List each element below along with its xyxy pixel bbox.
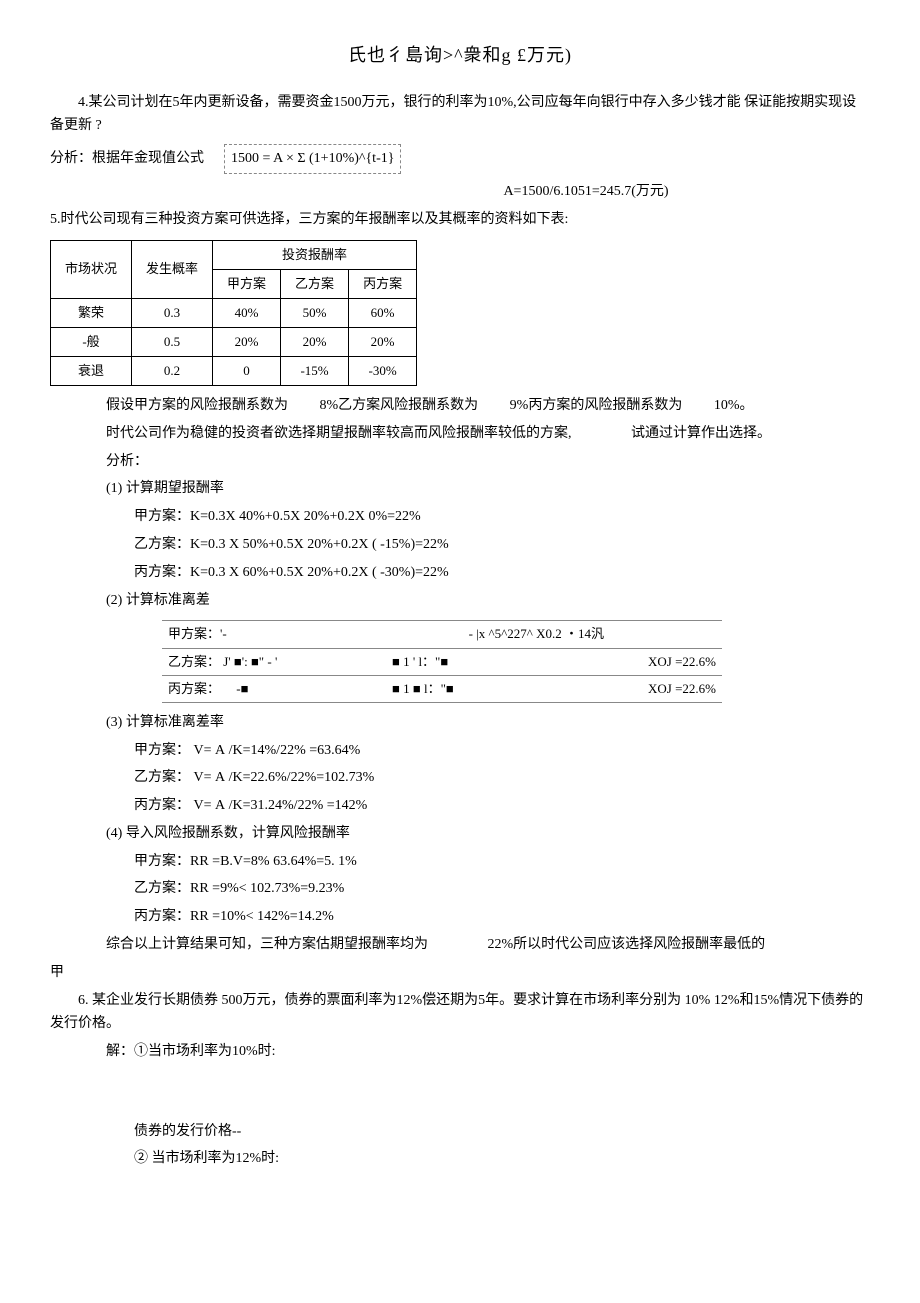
q6-step2: ② 当市场利率为12%时: xyxy=(50,1147,870,1171)
line2b: 试通过计算作出选择。 xyxy=(631,426,771,441)
q6-sol: 解：①当市场利率为10%时: xyxy=(50,1040,870,1064)
s2-h: (2) 计算标准离差 xyxy=(50,589,870,613)
cell: 0.2 xyxy=(132,356,213,385)
cell: ■ 1 ■ l："■ xyxy=(386,675,610,702)
cell: - |x ^5^227^ X0.2 ・14汎 xyxy=(386,621,610,648)
cell: 20% xyxy=(281,327,349,356)
table-row: 衰退 0.2 0 -15% -30% xyxy=(51,356,417,385)
q5-table: 市场状况 发生概率 投资报酬率 甲方案 乙方案 丙方案 繁荣 0.3 40% 5… xyxy=(50,240,417,386)
cell: XOJ =22.6% xyxy=(610,675,722,702)
s4-a: 甲方案：RR =B.V=8% 63.64%=5. 1% xyxy=(50,850,870,874)
cell: 0.5 xyxy=(132,327,213,356)
table-row: 乙方案： J' ■': ■" - ' ■ 1 ' l："■ XOJ =22.6% xyxy=(162,648,722,675)
s3-c: 丙方案： V= А /K=31.24%/22% =142% xyxy=(50,794,870,818)
s4-h: (4) 导入风险报酬系数，计算风险报酬率 xyxy=(50,822,870,846)
th-plan-a: 甲方案 xyxy=(213,269,281,298)
concl-b: 22%所以时代公司应该选择风险报酬率最低的 xyxy=(488,937,766,952)
table-row: -般 0.5 20% 20% 20% xyxy=(51,327,417,356)
cell: ■ 1 ' l："■ xyxy=(386,648,610,675)
cell: 20% xyxy=(349,327,417,356)
txt: 丙方案： xyxy=(168,681,220,696)
s1-c: 丙方案：K=0.3 X 60%+0.5X 20%+0.2X ( -30%)=22… xyxy=(50,561,870,585)
cell: 繁荣 xyxy=(51,298,132,327)
q4-qmark: ? xyxy=(96,118,102,133)
table-row: 甲方案：'- - |x ^5^227^ X0.2 ・14汎 xyxy=(162,621,722,648)
q6-price: 债券的发行价格-- xyxy=(50,1120,870,1144)
q5-intro: 5.时代公司现有三种投资方案可供选择，三方案的年报酬率以及其概率的资料如下表: xyxy=(50,208,870,232)
s1-b: 乙方案：K=0.3 X 50%+0.5X 20%+0.2X ( -15%)=22… xyxy=(50,533,870,557)
cell: -般 xyxy=(51,327,132,356)
page-title: 氏也彳島询>^衆和g £万元) xyxy=(50,40,870,71)
cell: 0.3 xyxy=(132,298,213,327)
q4-text: 4.某公司计划在5年内更新设备，需要资金1500万元，银行的利率为10%,公司应… xyxy=(50,91,870,139)
th-rate: 投资报酬率 xyxy=(213,240,417,269)
q4-answer: A=1500/6.1051=245.7(万元) xyxy=(50,180,870,204)
q5-assume: 假设甲方案的风险报酬系数为 8%乙方案风险报酬系数为 9%丙方案的风险报酬系数为… xyxy=(50,394,870,418)
q4-analysis-label: 分析：根据年金现值公式 xyxy=(50,147,204,171)
table-row: 丙方案： -■ ■ 1 ■ l："■ XOJ =22.6% xyxy=(162,675,722,702)
th-prob: 发生概率 xyxy=(132,240,213,298)
cell: 乙方案： J' ■': ■" - ' xyxy=(162,648,386,675)
q5-analysis: 分析： xyxy=(50,450,870,474)
txt: 乙方案： J' ■': ■" - ' xyxy=(168,654,277,669)
cell: -30% xyxy=(349,356,417,385)
assume-v2: 9%丙方案的风险报酬系数为 xyxy=(510,398,683,413)
cell: 40% xyxy=(213,298,281,327)
cell: 丙方案： -■ xyxy=(162,675,386,702)
assume-v3: 10%。 xyxy=(714,398,754,413)
cell: 50% xyxy=(281,298,349,327)
cell: XOJ =22.6% xyxy=(610,648,722,675)
line2a: 时代公司作为稳健的投资者欲选择期望报酬率较高而风险报酬率较低的方案, xyxy=(106,426,572,441)
cell: 甲方案：'- xyxy=(162,621,386,648)
s2-table: 甲方案：'- - |x ^5^227^ X0.2 ・14汎 乙方案： J' ■'… xyxy=(162,620,722,702)
s3-b: 乙方案： V= А /K=22.6%/22%=102.73% xyxy=(50,766,870,790)
cell xyxy=(610,621,722,648)
txt: -■ xyxy=(236,681,248,696)
s1-a: 甲方案：K=0.3X 40%+0.5X 20%+0.2X 0%=22% xyxy=(50,505,870,529)
s3-a: 甲方案： V= А /K=14%/22% =63.64% xyxy=(50,739,870,763)
s4-b: 乙方案：RR =9%< 102.73%=9.23% xyxy=(50,877,870,901)
table-row: 繁荣 0.3 40% 50% 60% xyxy=(51,298,417,327)
q5-concl2: 甲 xyxy=(50,961,870,985)
q6-text: 6. 某企业发行长期债券 500万元，债券的票面利率为12%偿还期为5年。要求计… xyxy=(50,989,870,1037)
assume-v1: 8%乙方案风险报酬系数为 xyxy=(320,398,479,413)
assume-pre: 假设甲方案的风险报酬系数为 xyxy=(106,398,288,413)
txt: ■ 1 ' l："■ xyxy=(392,654,448,669)
s3-h: (3) 计算标准离差率 xyxy=(50,711,870,735)
q4-body: 4.某公司计划在5年内更新设备，需要资金1500万元，银行的利率为10%,公司应… xyxy=(50,95,856,134)
th-market: 市场状况 xyxy=(51,240,132,298)
th-plan-b: 乙方案 xyxy=(281,269,349,298)
s4-c: 丙方案：RR =10%< 142%=14.2% xyxy=(50,905,870,929)
cell: 60% xyxy=(349,298,417,327)
cell: -15% xyxy=(281,356,349,385)
q5-line2: 时代公司作为稳健的投资者欲选择期望报酬率较高而风险报酬率较低的方案, 试通过计算… xyxy=(50,422,870,446)
s1-h: (1) 计算期望报酬率 xyxy=(50,477,870,501)
concl-a: 综合以上计算结果可知，三种方案估期望报酬率均为 xyxy=(106,937,428,952)
q5-concl: 综合以上计算结果可知，三种方案估期望报酬率均为 22%所以时代公司应该选择风险报… xyxy=(50,933,870,957)
th-plan-c: 丙方案 xyxy=(349,269,417,298)
cell: 20% xyxy=(213,327,281,356)
q4-formula: 1500 = A × Σ (1+10%)^{t-1} xyxy=(224,144,401,174)
cell: 0 xyxy=(213,356,281,385)
cell: 衰退 xyxy=(51,356,132,385)
